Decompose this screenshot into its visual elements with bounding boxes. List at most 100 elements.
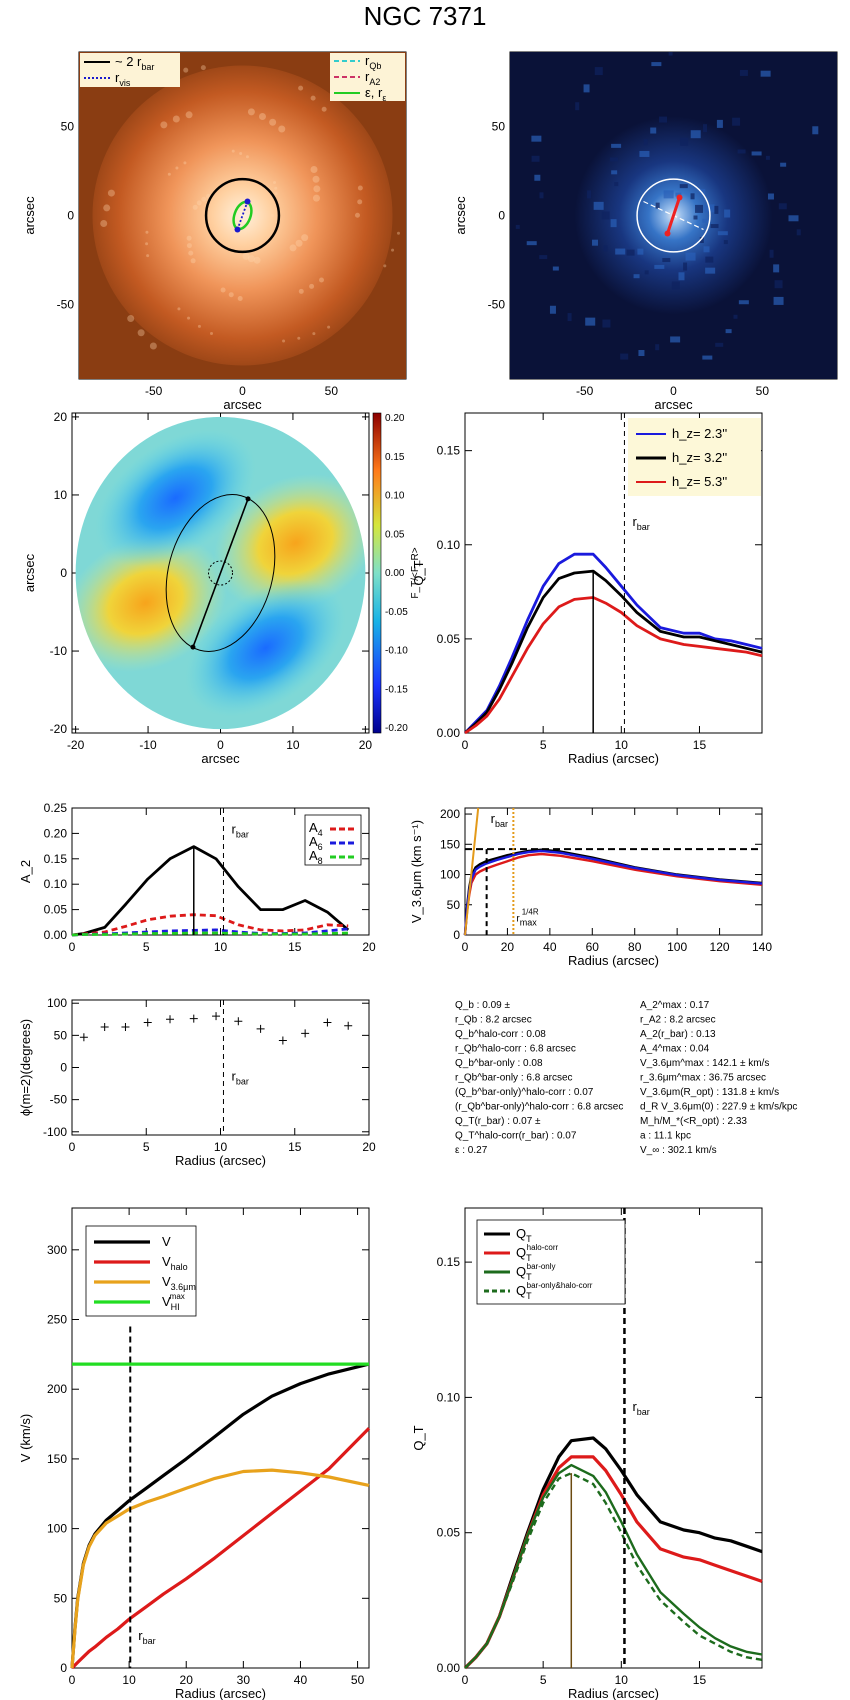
star-speck (312, 175, 320, 183)
star-speck (271, 214, 274, 217)
star-speck (177, 307, 181, 311)
qt-series-line (463, 552, 763, 734)
phase-point (79, 1033, 88, 1042)
x-tick-label: 0 (239, 384, 246, 398)
x-tick-label: 120 (710, 940, 730, 954)
qt-series-line (464, 569, 763, 735)
x-tick-label: 20 (359, 738, 373, 752)
pixel-speck (610, 219, 617, 228)
pixel-speck (683, 262, 688, 271)
info-right-line: r_3.6μm^max : 36.75 arcsec (640, 1073, 766, 1084)
y-tick-label: 0.10 (44, 877, 68, 891)
info-left-line: ε : 0.27 (455, 1145, 488, 1156)
v36-profile-axes: 0 20 40 60 80 100 120 140 0 50 100 150 200 Radius (ar… (409, 807, 772, 968)
y-tick-label: -10 (50, 644, 68, 658)
pixel-speck (583, 84, 590, 93)
bar-end (664, 230, 671, 237)
rvmax-label: rmax1/4R (516, 908, 538, 928)
pixel-speck (690, 193, 695, 200)
y-tick-label: 0.05 (44, 903, 68, 917)
star-speck (312, 332, 316, 336)
star-speck (312, 194, 320, 202)
star-speck (200, 65, 206, 71)
pixel-speck (668, 52, 673, 56)
x-tick-label: 80 (628, 940, 642, 954)
pixel-speck (651, 62, 662, 67)
rotation-curve-ylabel: V (km/s) (18, 1414, 33, 1462)
y-tick-label: 20 (54, 410, 68, 424)
pixel-speck (751, 151, 762, 156)
star-speck (231, 149, 235, 153)
pixel-speck (549, 305, 556, 314)
pixel-speck (655, 344, 660, 351)
v36-profile-xlabel: Radius (arcsec) (568, 953, 659, 968)
phase-profile-ylabel: ϕ(m=2)(degrees) (18, 1019, 33, 1116)
star-speck (245, 155, 249, 159)
pixel-speck (626, 249, 635, 256)
info-left-line: Q_b^bar-only : 0.08 (455, 1058, 543, 1069)
pixel-speck (724, 209, 731, 218)
star-speck (192, 204, 198, 210)
x-tick-label: 0 (69, 1140, 76, 1154)
orange-image (79, 52, 406, 379)
pixel-speck (732, 117, 741, 126)
orange-glow (92, 65, 393, 366)
legend-label: V (162, 1234, 171, 1249)
pixel-speck (773, 296, 784, 305)
y-tick-label: 100 (47, 996, 67, 1010)
star-speck (145, 230, 149, 234)
star-speck (297, 336, 301, 340)
star-speck (172, 115, 180, 123)
star-speck (318, 277, 324, 283)
legend-label: A4 (309, 820, 323, 838)
inner-circle (208, 560, 233, 586)
pixel-speck (638, 350, 645, 357)
y-tick-label: -20 (50, 722, 68, 736)
x-tick-label: -50 (576, 384, 594, 398)
y-tick-label: 150 (440, 837, 460, 851)
pixel-speck (644, 270, 649, 275)
star-speck (210, 331, 214, 335)
pixel-speck (703, 246, 710, 253)
x-tick-label: 50 (325, 384, 339, 398)
legend-label: QTbar-only&halo-corr (516, 1281, 593, 1301)
qt-legend: h_z= 2.3'' h_z= 3.2'' h_z= 5.3'' (628, 418, 761, 496)
colorbar-scale (372, 412, 382, 734)
qt-corrected-ylabel: Q_T (411, 1425, 426, 1450)
x-tick-label: 20 (362, 1140, 376, 1154)
star-speck (295, 239, 303, 247)
star-speck (242, 252, 250, 260)
pixel-speck (601, 211, 610, 220)
pixel-speck (705, 256, 714, 263)
info-right-line: V_∞ : 302.1 km/s (640, 1145, 717, 1156)
pixel-speck (650, 127, 657, 134)
y-tick-label: 50 (447, 898, 461, 912)
qtc-series-line (463, 1436, 763, 1670)
pixel-speck (592, 239, 599, 246)
rbar-label: rbar (491, 811, 508, 829)
x-tick-label: 100 (667, 940, 687, 954)
legend-label: h_z= 5.3'' (672, 474, 727, 489)
x-tick-label: 10 (214, 1140, 228, 1154)
x-tick-label: 60 (586, 940, 600, 954)
rbar-label: rbar (231, 1068, 248, 1086)
star-speck (391, 248, 395, 252)
star-speck (187, 316, 191, 320)
x-tick-label: 30 (237, 1673, 251, 1687)
rc-series-line (70, 1427, 371, 1670)
info-left-line: Q_b : 0.09 ± (455, 1000, 510, 1011)
pixel-speck (531, 155, 540, 162)
x-tick-label: 5 (540, 738, 547, 752)
pixel-speck (552, 266, 559, 271)
pixel-speck (587, 190, 592, 199)
v36-lines: rbar rmax1/4R (463, 807, 763, 936)
x-tick-label: 50 (756, 384, 770, 398)
star-speck (309, 283, 315, 289)
pixel-speck (515, 224, 520, 229)
force-map-ylabel: arcsec (22, 553, 37, 592)
y-tick-label: -50 (50, 1093, 68, 1107)
star-speck (289, 244, 297, 252)
info-right-line: A_2(r_bar) : 0.13 (640, 1029, 716, 1040)
qt-series-line (464, 596, 763, 735)
